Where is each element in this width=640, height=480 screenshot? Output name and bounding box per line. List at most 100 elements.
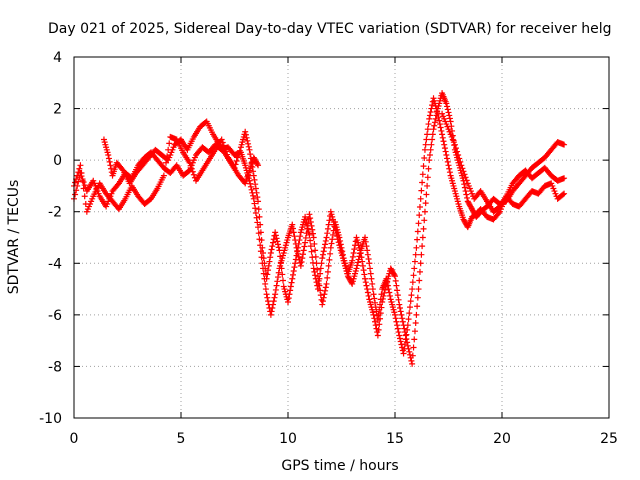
data-point bbox=[81, 193, 88, 200]
data-point bbox=[243, 134, 250, 141]
data-point bbox=[257, 229, 264, 236]
data-point bbox=[394, 287, 401, 294]
data-point bbox=[446, 112, 453, 119]
data-point bbox=[421, 146, 428, 153]
data-point bbox=[252, 205, 259, 212]
data-point bbox=[397, 338, 404, 345]
data-point bbox=[315, 280, 322, 287]
data-point bbox=[74, 172, 81, 179]
data-point bbox=[307, 219, 314, 226]
data-point bbox=[327, 244, 334, 251]
data-point bbox=[446, 115, 453, 122]
data-point bbox=[290, 268, 297, 275]
data-point bbox=[119, 166, 126, 173]
data-point bbox=[349, 257, 356, 264]
data-point bbox=[296, 237, 303, 244]
data-point bbox=[250, 168, 257, 175]
data-point bbox=[255, 198, 262, 205]
data-point bbox=[416, 203, 423, 210]
data-point bbox=[308, 248, 315, 255]
data-point bbox=[429, 131, 436, 138]
data-point bbox=[259, 244, 266, 251]
data-point bbox=[455, 151, 462, 158]
data-point bbox=[263, 291, 270, 298]
data-point bbox=[253, 189, 260, 196]
data-point bbox=[300, 247, 307, 254]
data-point bbox=[399, 315, 406, 322]
data-point bbox=[437, 124, 444, 131]
data-point bbox=[307, 215, 314, 222]
data-point bbox=[298, 258, 305, 265]
data-point bbox=[290, 229, 297, 236]
y-axis-ticks: -10 -8 -6 -4 -2 0 2 4 bbox=[39, 50, 609, 427]
data-point bbox=[431, 122, 438, 129]
data-point bbox=[309, 259, 316, 266]
data-point bbox=[366, 260, 373, 267]
data-point bbox=[265, 267, 272, 274]
data-point bbox=[354, 259, 361, 266]
data-point bbox=[236, 147, 243, 154]
data-point bbox=[286, 291, 293, 298]
data-point bbox=[273, 235, 280, 242]
data-point bbox=[255, 206, 262, 213]
data-point bbox=[561, 141, 568, 148]
data-point bbox=[320, 294, 327, 301]
data-point bbox=[399, 318, 406, 325]
data-point bbox=[360, 267, 367, 274]
data-point bbox=[438, 127, 445, 134]
data-point bbox=[166, 140, 173, 147]
data-point bbox=[403, 331, 410, 338]
x-tick-label: 5 bbox=[177, 431, 186, 447]
data-point bbox=[275, 244, 282, 251]
data-point bbox=[561, 175, 568, 182]
data-point bbox=[317, 265, 324, 272]
data-point bbox=[312, 247, 319, 254]
data-point bbox=[426, 151, 433, 158]
data-point bbox=[424, 182, 431, 189]
data-point bbox=[329, 231, 336, 238]
data-point bbox=[233, 158, 240, 165]
data-point bbox=[263, 275, 270, 282]
data-point bbox=[247, 183, 254, 190]
data-point bbox=[461, 181, 468, 188]
data-point bbox=[324, 274, 331, 281]
data-point bbox=[245, 143, 252, 150]
data-point bbox=[393, 318, 400, 325]
data-point bbox=[304, 225, 311, 232]
data-point bbox=[312, 272, 319, 279]
data-point bbox=[321, 291, 328, 298]
data-point bbox=[451, 141, 458, 148]
data-point bbox=[401, 325, 408, 332]
data-point bbox=[309, 254, 316, 261]
data-point bbox=[362, 279, 369, 286]
data-point bbox=[235, 151, 242, 158]
data-point bbox=[377, 301, 384, 308]
data-point bbox=[252, 210, 259, 217]
data-point bbox=[425, 121, 432, 128]
data-point bbox=[414, 236, 421, 243]
data-point bbox=[409, 279, 416, 286]
data-point bbox=[77, 162, 84, 169]
data-point bbox=[426, 112, 433, 119]
data-point bbox=[407, 298, 414, 305]
data-point bbox=[371, 295, 378, 302]
data-point bbox=[442, 148, 449, 155]
data-point bbox=[285, 298, 291, 305]
data-point bbox=[461, 184, 468, 191]
data-point bbox=[297, 233, 304, 240]
x-axis-label: GPS time / hours bbox=[281, 458, 398, 474]
data-point bbox=[234, 154, 241, 161]
data-point bbox=[409, 286, 416, 293]
data-point bbox=[414, 294, 421, 301]
data-point bbox=[411, 258, 418, 265]
data-point bbox=[454, 148, 461, 155]
data-point bbox=[251, 200, 258, 207]
data-point bbox=[396, 335, 403, 342]
data-point bbox=[311, 268, 318, 275]
data-point bbox=[279, 271, 286, 278]
data-point bbox=[260, 255, 267, 262]
data-point bbox=[419, 179, 426, 186]
data-point bbox=[218, 136, 225, 143]
data-point bbox=[411, 265, 418, 272]
data-point bbox=[253, 214, 260, 221]
